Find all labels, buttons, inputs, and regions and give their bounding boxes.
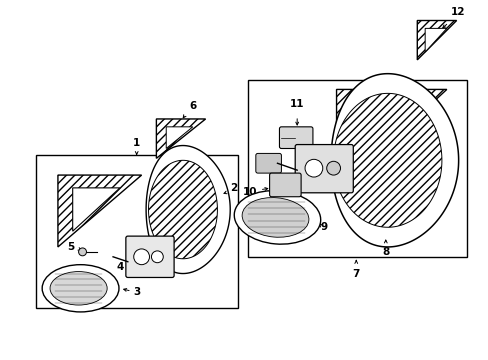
Text: 9: 9 bbox=[320, 222, 327, 232]
Ellipse shape bbox=[242, 198, 308, 237]
Polygon shape bbox=[416, 21, 456, 60]
Text: 6: 6 bbox=[189, 101, 196, 111]
Text: 5: 5 bbox=[67, 242, 74, 252]
Ellipse shape bbox=[42, 265, 119, 312]
Text: 11: 11 bbox=[289, 99, 304, 109]
Polygon shape bbox=[330, 74, 458, 247]
Text: 7: 7 bbox=[352, 269, 359, 279]
Bar bbox=[247, 80, 466, 257]
Text: 8: 8 bbox=[382, 247, 388, 257]
Text: 3: 3 bbox=[133, 287, 141, 297]
Text: 1: 1 bbox=[133, 139, 140, 148]
Ellipse shape bbox=[234, 191, 320, 244]
Polygon shape bbox=[166, 127, 192, 148]
FancyBboxPatch shape bbox=[295, 145, 352, 193]
Circle shape bbox=[305, 159, 322, 177]
Polygon shape bbox=[146, 145, 230, 274]
Ellipse shape bbox=[50, 271, 107, 305]
Polygon shape bbox=[336, 89, 446, 192]
FancyBboxPatch shape bbox=[255, 153, 281, 173]
Polygon shape bbox=[73, 188, 120, 231]
FancyBboxPatch shape bbox=[279, 127, 312, 148]
Polygon shape bbox=[148, 160, 217, 259]
FancyBboxPatch shape bbox=[269, 173, 301, 197]
Text: 2: 2 bbox=[230, 183, 237, 193]
Text: 10: 10 bbox=[243, 187, 257, 197]
Polygon shape bbox=[58, 175, 142, 247]
Polygon shape bbox=[352, 106, 416, 172]
Circle shape bbox=[326, 161, 340, 175]
Polygon shape bbox=[424, 28, 446, 52]
Polygon shape bbox=[156, 119, 205, 158]
Text: 12: 12 bbox=[450, 6, 464, 17]
Circle shape bbox=[79, 248, 86, 256]
Circle shape bbox=[151, 251, 163, 263]
FancyBboxPatch shape bbox=[125, 236, 174, 278]
Polygon shape bbox=[333, 93, 441, 227]
Circle shape bbox=[133, 249, 149, 265]
Text: 4: 4 bbox=[116, 262, 123, 272]
Bar bbox=[36, 156, 238, 308]
